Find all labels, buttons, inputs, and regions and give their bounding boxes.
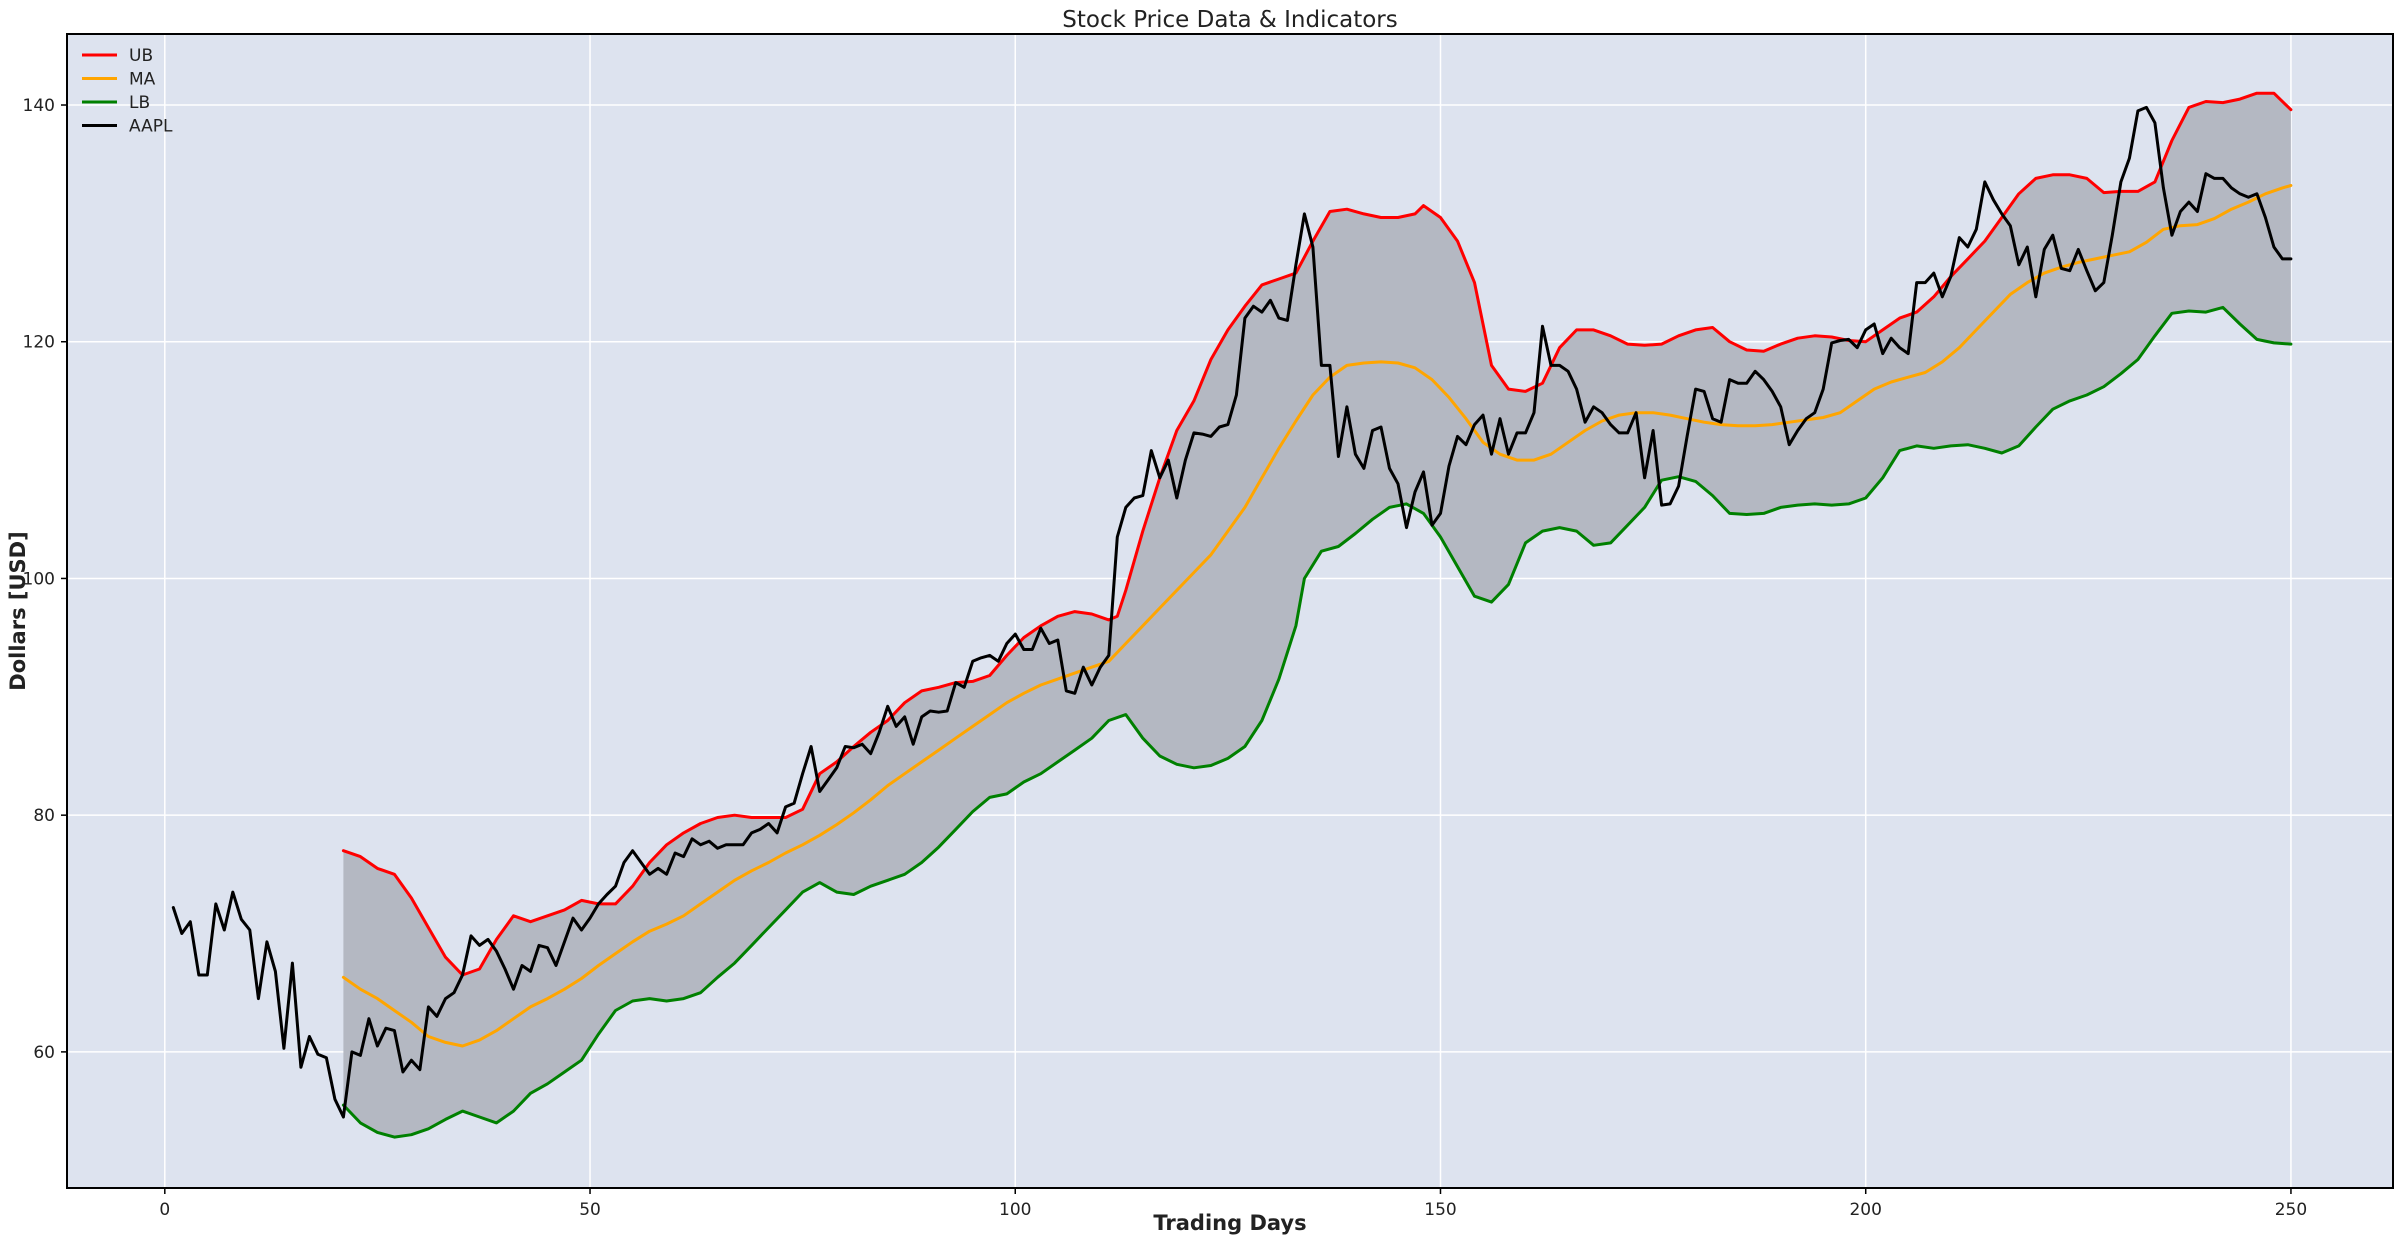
y-tick-label: 140 [23, 96, 55, 116]
y-tick-label: 120 [23, 333, 55, 353]
y-axis: 60 80 100 120 140 [23, 96, 67, 1063]
grid-lines [67, 34, 2393, 1188]
band-layer [343, 93, 2291, 1138]
legend-item-lb: LB [82, 93, 150, 113]
y-axis-title: Dollars [USD] [6, 531, 30, 690]
x-tick-label: 50 [579, 1200, 601, 1220]
y-tick-label: 80 [33, 806, 55, 826]
legend-label: LB [129, 93, 150, 113]
chart-title: Stock Price Data & Indicators [1062, 7, 1397, 33]
series-line-ma [341, 184, 2293, 1048]
x-tick-label: 0 [159, 1200, 170, 1220]
x-tick-label: 100 [999, 1200, 1031, 1220]
x-tick-label: 250 [2275, 1200, 2307, 1220]
x-tick-label: 200 [1849, 1200, 1881, 1220]
series-layer [171, 91, 2293, 1139]
x-tick-label: 150 [1424, 1200, 1456, 1220]
plot-frame [66, 33, 2394, 1189]
legend-label: UB [129, 46, 153, 66]
bollinger-band-fill [343, 93, 2291, 1138]
y-tick-label: 100 [23, 569, 55, 589]
x-axis-title: Trading Days [1153, 1211, 1306, 1235]
legend-item-ma: MA [82, 70, 156, 90]
legend-item-ub: UB [82, 46, 153, 66]
x-axis: 0 50 100 150 200 250 [159, 1188, 2307, 1220]
series-line-aapl [171, 105, 2293, 1119]
legend-label: MA [129, 70, 156, 90]
legend-item-aapl: AAPL [82, 117, 173, 137]
legend: UB MA LB AAPL [82, 46, 173, 137]
y-tick-label: 60 [33, 1043, 55, 1063]
legend-label: AAPL [129, 117, 173, 137]
series-line-lb [341, 305, 2293, 1139]
